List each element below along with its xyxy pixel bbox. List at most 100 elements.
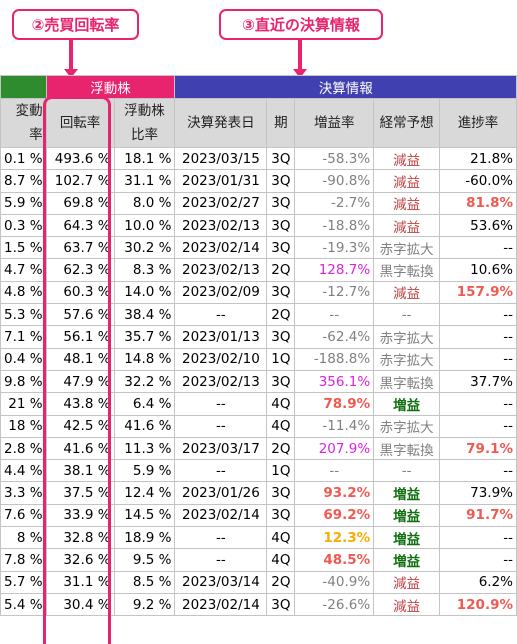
table-row[interactable]: 1.5 % 63.7 % 30.2 % 2023/02/14 3Q -19.3% 赤字拡大 -…	[0, 236, 517, 260]
cell-period: 2Q	[266, 436, 296, 461]
earnings-arrow-icon	[293, 40, 307, 78]
cell-date: 2023/02/27	[174, 191, 268, 215]
cell-forecast: 黒字転換	[373, 369, 441, 394]
cell-forecast: --	[373, 459, 441, 483]
cell-float: 12.4 %	[113, 481, 176, 505]
cell-turnover: 48.1 %	[45, 347, 115, 371]
cell-growth: -19.3%	[294, 236, 375, 260]
cell-period: 2Q	[266, 303, 296, 327]
table-row[interactable]: 5.7 % 31.1 % 8.5 % 2023/03/14 2Q -40.9% 減益 6.2%	[0, 570, 517, 594]
table-row[interactable]: 3.3 % 37.5 % 12.4 % 2023/01/26 3Q 93.2% 増益 73.9…	[0, 481, 517, 505]
cell-date: 2023/01/13	[174, 325, 268, 349]
cell-change: 4.8 %	[0, 280, 47, 305]
cell-period: 3Q	[266, 503, 296, 528]
cell-growth: --	[294, 459, 375, 483]
cell-forecast: 赤字拡大	[373, 414, 441, 438]
table-row[interactable]: 7.8 % 32.6 % 9.5 % -- 4Q 48.5% 増益 --	[0, 548, 517, 572]
header-progress[interactable]: 進捗率	[439, 98, 517, 148]
table-row[interactable]: 5.3 % 57.6 % 38.4 % -- 2Q -- -- --	[0, 303, 517, 327]
cell-turnover: 60.3 %	[45, 280, 115, 305]
cell-turnover: 42.5 %	[45, 414, 115, 438]
table-row[interactable]: 0.3 % 64.3 % 10.0 % 2023/02/13 3Q -18.8% 減益 53.…	[0, 213, 517, 238]
cell-date: 2023/03/15	[174, 146, 268, 171]
table-row[interactable]: 2.8 % 41.6 % 11.3 % 2023/03/17 2Q 207.9% 黒字転換 7…	[0, 436, 517, 461]
cell-change: 5.4 %	[0, 592, 47, 617]
cell-date: 2023/02/14	[174, 503, 268, 528]
cell-progress: --	[439, 325, 517, 349]
column-header-row: 変動率 回転率 浮動株比率 決算発表日 期 増益率 経常予想 進捗率	[0, 98, 517, 148]
cell-progress: --	[439, 347, 517, 371]
header-announce-date[interactable]: 決算発表日	[174, 98, 268, 148]
cell-growth: -188.8%	[294, 347, 375, 371]
cell-change: 21 %	[0, 392, 47, 416]
cell-date: 2023/01/31	[174, 169, 268, 193]
cell-change: 0.4 %	[0, 347, 47, 371]
cell-turnover: 43.8 %	[45, 392, 115, 416]
cell-float: 8.0 %	[113, 191, 176, 215]
cell-change: 5.3 %	[0, 303, 47, 327]
cell-change: 4.4 %	[0, 459, 47, 483]
cell-date: 2023/02/14	[174, 236, 268, 260]
cell-date: --	[174, 303, 268, 327]
cell-change: 7.1 %	[0, 325, 47, 349]
table-row[interactable]: 7.6 % 33.9 % 14.5 % 2023/02/14 3Q 69.2% 増益 91.7…	[0, 503, 517, 528]
cell-growth: -11.4%	[294, 414, 375, 438]
header-turnover[interactable]: 回転率	[45, 98, 115, 148]
table-row[interactable]: 5.4 % 30.4 % 9.2 % 2023/02/14 3Q -26.6% 減益 120.…	[0, 592, 517, 617]
cell-float: 5.9 %	[113, 459, 176, 483]
cell-turnover: 493.6 %	[45, 146, 115, 171]
table-row[interactable]: 8.7 % 102.7 % 31.1 % 2023/01/31 3Q -90.8% 減益 -6…	[0, 169, 517, 193]
header-change-rate[interactable]: 変動率	[0, 98, 47, 148]
cell-float: 38.4 %	[113, 303, 176, 327]
turnover-arrow-icon	[64, 40, 78, 78]
cell-float: 10.0 %	[113, 213, 176, 238]
header-float-ratio[interactable]: 浮動株比率	[113, 98, 176, 148]
cell-date: 2023/01/26	[174, 481, 268, 505]
cell-change: 18 %	[0, 414, 47, 438]
cell-progress: --	[439, 414, 517, 438]
cell-period: 3Q	[266, 481, 296, 505]
table-row[interactable]: 4.7 % 62.3 % 8.3 % 2023/02/13 2Q 128.7% 黒字転換 10…	[0, 258, 517, 282]
header-profit-growth[interactable]: 増益率	[294, 98, 375, 148]
cell-progress: --	[439, 459, 517, 483]
cell-float: 14.0 %	[113, 280, 176, 305]
cell-change: 7.6 %	[0, 503, 47, 528]
table-row[interactable]: 9.8 % 47.9 % 32.2 % 2023/02/13 3Q 356.1% 黒字転換 3…	[0, 369, 517, 394]
cell-forecast: 増益	[373, 503, 441, 528]
table-row[interactable]: 7.1 % 56.1 % 35.7 % 2023/01/13 3Q -62.4% 赤字拡大 -…	[0, 325, 517, 349]
cell-growth: -62.4%	[294, 325, 375, 349]
cell-progress: -60.0%	[439, 169, 517, 193]
cell-period: 2Q	[266, 258, 296, 282]
cell-progress: --	[439, 392, 517, 416]
cell-float: 41.6 %	[113, 414, 176, 438]
cell-date: 2023/03/17	[174, 436, 268, 461]
cell-progress: 10.6%	[439, 258, 517, 282]
table-row[interactable]: 8 % 32.8 % 18.9 % -- 4Q 12.3% 増益 --	[0, 526, 517, 550]
cell-period: 2Q	[266, 570, 296, 594]
cell-turnover: 47.9 %	[45, 369, 115, 394]
cell-turnover: 63.7 %	[45, 236, 115, 260]
cell-date: 2023/02/13	[174, 213, 268, 238]
cell-period: 4Q	[266, 526, 296, 550]
cell-date: 2023/02/10	[174, 347, 268, 371]
table-row[interactable]: 5.9 % 69.8 % 8.0 % 2023/02/27 3Q -2.7% 減益 81.8%	[0, 191, 517, 215]
header-forecast[interactable]: 経常予想	[373, 98, 441, 148]
cell-period: 3Q	[266, 169, 296, 193]
header-period[interactable]: 期	[266, 98, 296, 148]
table-row[interactable]: 4.4 % 38.1 % 5.9 % -- 1Q -- -- --	[0, 459, 517, 483]
cell-float: 35.7 %	[113, 325, 176, 349]
cell-float: 9.2 %	[113, 592, 176, 617]
table-row[interactable]: 21 % 43.8 % 6.4 % -- 4Q 78.9% 増益 --	[0, 392, 517, 416]
cell-date: --	[174, 526, 268, 550]
cell-growth: 48.5%	[294, 548, 375, 572]
table-row[interactable]: 18 % 42.5 % 41.6 % -- 4Q -11.4% 赤字拡大 --	[0, 414, 517, 438]
table-row[interactable]: 4.8 % 60.3 % 14.0 % 2023/02/09 3Q -12.7% 減益 157…	[0, 280, 517, 305]
cell-forecast: 減益	[373, 213, 441, 238]
table-row[interactable]: 0.1 % 493.6 % 18.1 % 2023/03/15 3Q -58.3% 減益 21…	[0, 146, 517, 171]
cell-forecast: 赤字拡大	[373, 347, 441, 371]
table-row[interactable]: 0.4 % 48.1 % 14.8 % 2023/02/10 1Q -188.8% 赤字拡大…	[0, 347, 517, 371]
cell-turnover: 33.9 %	[45, 503, 115, 528]
cell-date: 2023/03/14	[174, 570, 268, 594]
cell-growth: -18.8%	[294, 213, 375, 238]
cell-float: 9.5 %	[113, 548, 176, 572]
